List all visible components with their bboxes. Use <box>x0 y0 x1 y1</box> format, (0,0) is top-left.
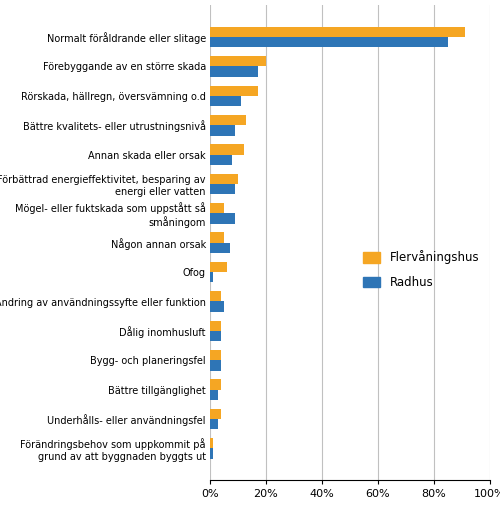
Bar <box>210 419 218 429</box>
Bar <box>210 144 244 155</box>
Bar <box>210 291 221 302</box>
Bar <box>210 213 235 223</box>
Bar <box>210 66 258 77</box>
Bar <box>210 360 221 371</box>
Bar <box>210 232 224 243</box>
Bar <box>210 389 218 400</box>
Bar <box>210 350 221 360</box>
Bar <box>210 56 266 66</box>
Bar <box>210 302 224 312</box>
Bar <box>210 448 213 459</box>
Bar <box>210 262 227 272</box>
Bar <box>210 331 221 341</box>
Bar <box>210 272 213 282</box>
Bar <box>210 96 241 106</box>
Bar <box>210 203 224 213</box>
Bar <box>210 27 465 37</box>
Bar <box>210 155 233 165</box>
Bar <box>210 125 235 136</box>
Bar <box>210 86 258 96</box>
Bar <box>210 37 448 48</box>
Bar <box>210 243 230 253</box>
Legend: Flervåningshus, Radhus: Flervåningshus, Radhus <box>358 246 484 294</box>
Bar <box>210 409 221 419</box>
Bar <box>210 379 221 389</box>
Bar <box>210 174 238 184</box>
Bar <box>210 438 213 448</box>
Bar <box>210 184 235 194</box>
Bar <box>210 115 246 125</box>
Bar <box>210 321 221 331</box>
